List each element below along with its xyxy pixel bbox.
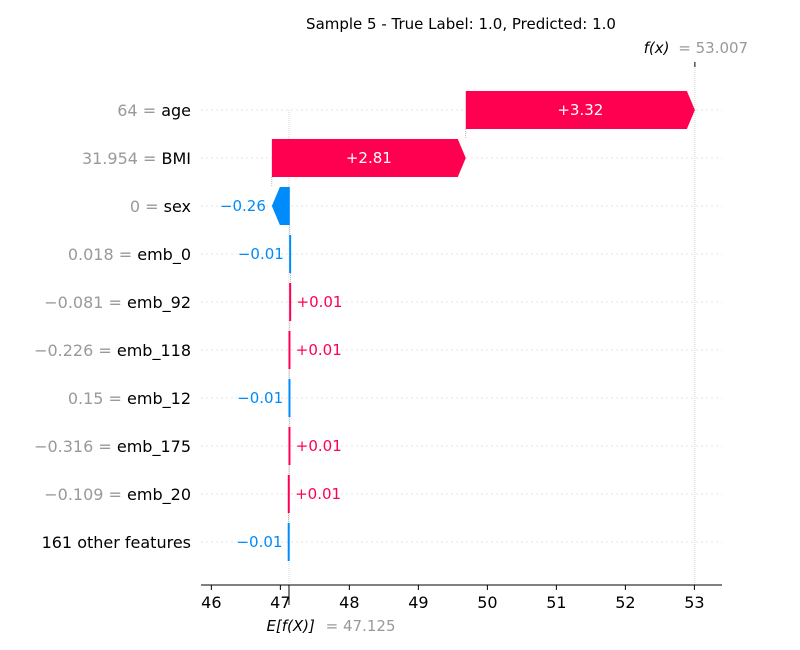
chart-title: Sample 5 - True Label: 1.0, Predicted: 1… [306,15,616,33]
feature-equals-sign: = [140,197,164,216]
x-tick-label: 48 [339,593,359,612]
waterfall-bar [289,235,292,273]
bar-value-label: +0.01 [295,485,341,503]
waterfall-bar [288,427,291,465]
bar-value-label: −0.01 [236,533,282,551]
feature-value-text: 31.954 [82,149,138,168]
bar-value-label: −0.01 [237,389,283,407]
feature-equals-sign: = [93,341,117,360]
feature-equals-sign: = [103,389,127,408]
feature-equals-sign: = [103,293,127,312]
feature-value-text: −0.316 [34,437,93,456]
x-tick-label: 51 [546,593,566,612]
waterfall-bar [271,187,290,225]
y-labels: 64 = age 31.954 = BMI 0 = sex 0.018 = emb_0… [34,101,191,552]
feature-name-text: BMI [162,149,192,168]
feature-label: −0.109 = emb_20 [44,485,191,505]
x-tick-label: 49 [408,593,428,612]
bar-value-label: +0.01 [297,293,343,311]
feature-equals-sign: = [114,245,138,264]
x-tick-label: 46 [201,593,221,612]
feature-value-text: 0.018 [68,245,114,264]
feature-name-text: sex [164,197,191,216]
x-tick-label: 52 [615,593,635,612]
feature-value-text: −0.226 [34,341,93,360]
feature-label: −0.081 = emb_92 [44,293,191,313]
feature-name-text: emb_0 [137,245,191,265]
base-value-annotation: E[f(X)] = 47.125 [266,617,395,635]
feature-value-text: 0 [130,197,140,216]
feature-value-text: 64 [117,101,137,120]
waterfall-bar [287,523,290,561]
x-tick-label: 53 [684,593,704,612]
feature-label: 161 other features [42,533,191,552]
bar-value-label: +3.32 [557,101,603,119]
feature-value-text: −0.109 [44,485,103,504]
final-value-label: f(x) [644,39,670,57]
feature-name-text: emb_12 [127,389,191,409]
waterfall-bar [288,379,291,417]
feature-label: 31.954 = BMI [82,149,191,168]
feature-label: 64 = age [117,101,191,120]
bars [271,91,695,561]
feature-equals-sign: = [93,437,117,456]
feature-name-text: age [161,101,191,120]
feature-value-text: 0.15 [68,389,104,408]
feature-name-text: 161 other features [42,533,191,552]
x-tick-label: 50 [477,593,497,612]
feature-label: 0.15 = emb_12 [68,389,191,409]
final-value-text: = 53.007 [678,39,748,57]
feature-name-text: emb_20 [127,485,191,505]
feature-equals-sign: = [103,485,127,504]
bar-value-label: −0.01 [238,245,284,263]
x-ticks: 46 47 48 49 50 51 52 53 [201,585,705,612]
bar-value-label: +2.81 [346,149,392,167]
waterfall-bar [288,331,291,369]
x-tick-label: 47 [270,593,290,612]
feature-label: −0.316 = emb_175 [34,437,191,457]
bar-value-label: +0.01 [296,341,342,359]
base-value-text: = 47.125 [326,617,396,635]
bar-value-label: −0.26 [220,197,266,215]
feature-name-text: emb_118 [117,341,191,361]
base-value-label: E[f(X)] [266,617,315,635]
feature-equals-sign: = [138,101,162,120]
feature-value-text: −0.081 [44,293,103,312]
waterfall-bar [465,91,695,129]
feature-name-text: emb_92 [127,293,191,313]
waterfall-bar [287,475,290,513]
waterfall-bar [289,283,292,321]
final-value-annotation: f(x) = 53.007 [644,39,748,57]
feature-label: 0.018 = emb_0 [68,245,191,265]
feature-label: −0.226 = emb_118 [34,341,191,361]
waterfall-bar [271,139,466,177]
bar-labels: +3.32 +2.81 −0.26 −0.01 +0.01 +0.01 −0.01 +0.01… [220,101,603,551]
bar-value-label: +0.01 [296,437,342,455]
feature-label: 0 = sex [130,197,191,216]
feature-equals-sign: = [138,149,162,168]
feature-name-text: emb_175 [117,437,191,457]
